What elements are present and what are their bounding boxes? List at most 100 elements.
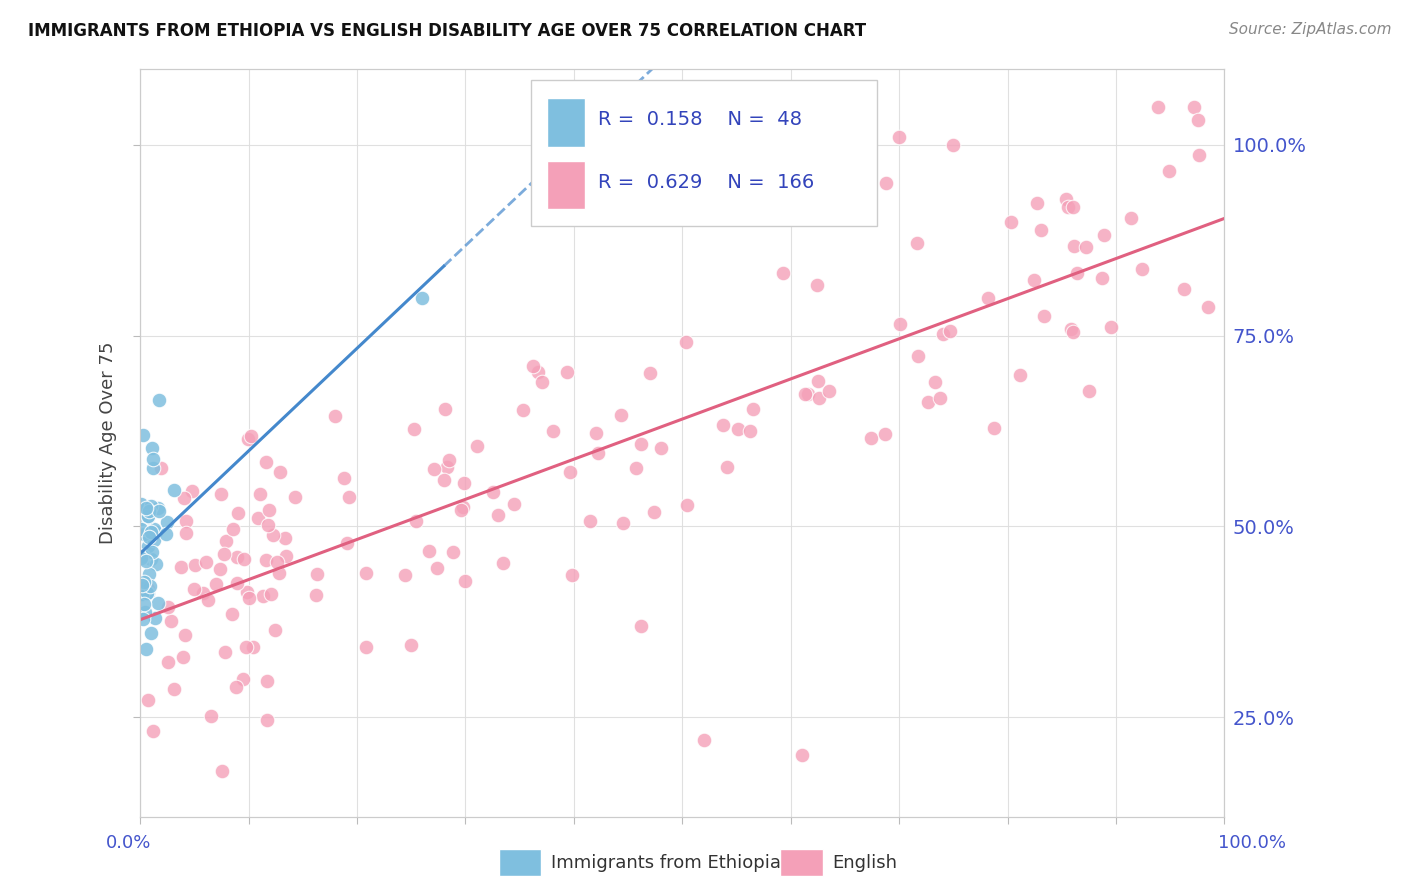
Point xyxy=(433,474,456,488)
Point xyxy=(131,550,153,565)
Point xyxy=(1024,273,1046,287)
Point xyxy=(1066,266,1088,280)
Point xyxy=(422,462,444,476)
Point xyxy=(162,483,184,498)
Point xyxy=(142,451,165,466)
Point xyxy=(173,628,195,642)
Point xyxy=(221,607,243,622)
Point xyxy=(626,461,648,475)
Y-axis label: Disability Age Over 75: Disability Age Over 75 xyxy=(100,342,117,544)
Text: Source: ZipAtlas.com: Source: ZipAtlas.com xyxy=(1229,22,1392,37)
Point xyxy=(214,547,236,561)
Point xyxy=(136,693,159,707)
Point xyxy=(146,596,169,610)
Point xyxy=(541,424,564,438)
Point xyxy=(411,291,433,305)
Point xyxy=(145,524,167,539)
Point xyxy=(143,533,166,548)
Point xyxy=(676,499,699,513)
Point xyxy=(145,557,167,571)
Point xyxy=(276,549,298,564)
Text: 0.0%: 0.0% xyxy=(105,834,150,852)
Point xyxy=(200,708,222,723)
Point xyxy=(558,465,581,479)
Point xyxy=(155,527,177,541)
Point xyxy=(131,581,153,595)
Point xyxy=(134,575,156,590)
Point xyxy=(451,500,474,514)
Point xyxy=(131,549,153,564)
Text: IMMIGRANTS FROM ETHIOPIA VS ENGLISH DISABILITY AGE OVER 75 CORRELATION CHART: IMMIGRANTS FROM ETHIOPIA VS ENGLISH DISA… xyxy=(28,22,866,40)
Point xyxy=(512,402,534,417)
Point xyxy=(211,764,233,778)
Text: R =  0.158    N =  48: R = 0.158 N = 48 xyxy=(598,110,801,128)
Point xyxy=(983,420,1005,434)
Point xyxy=(269,466,291,480)
Point xyxy=(150,461,173,475)
Point xyxy=(257,502,280,516)
Point xyxy=(859,431,882,445)
Point xyxy=(643,505,665,519)
Point xyxy=(482,485,505,500)
Point xyxy=(465,439,488,453)
Point xyxy=(170,559,193,574)
Point xyxy=(612,516,634,531)
Point xyxy=(1121,211,1143,225)
Point xyxy=(555,365,578,379)
Point xyxy=(236,432,259,446)
Point xyxy=(236,585,259,599)
Point xyxy=(875,176,897,190)
FancyBboxPatch shape xyxy=(547,98,585,147)
Point xyxy=(131,612,153,626)
Point xyxy=(790,748,813,763)
Point xyxy=(132,527,155,541)
Point xyxy=(131,497,153,511)
Point xyxy=(1188,148,1211,162)
Point xyxy=(437,452,460,467)
Point xyxy=(650,442,672,456)
FancyBboxPatch shape xyxy=(547,161,585,209)
Point xyxy=(262,528,284,542)
Point xyxy=(131,587,153,601)
Point xyxy=(136,582,159,596)
Point xyxy=(807,374,830,388)
Point xyxy=(246,511,269,525)
Point xyxy=(136,586,159,600)
Point xyxy=(522,359,544,374)
Point xyxy=(741,401,763,416)
Point xyxy=(932,326,955,341)
Point xyxy=(162,681,184,696)
Point xyxy=(1033,309,1056,323)
Point xyxy=(454,574,477,588)
Point xyxy=(138,530,160,544)
Point xyxy=(808,391,831,405)
Point xyxy=(402,422,425,436)
Point xyxy=(332,471,354,485)
Point xyxy=(305,588,328,602)
Point xyxy=(160,614,183,628)
Point xyxy=(257,517,280,532)
Point xyxy=(148,392,170,407)
Point xyxy=(693,733,716,747)
Point xyxy=(181,483,204,498)
Point xyxy=(135,554,157,568)
Point xyxy=(1187,113,1209,128)
Point xyxy=(675,334,697,349)
Point xyxy=(284,491,307,505)
Point xyxy=(1173,281,1195,295)
Point xyxy=(1074,240,1097,254)
Point xyxy=(716,459,738,474)
Point xyxy=(450,503,472,517)
Point xyxy=(354,640,377,654)
Point xyxy=(917,395,939,409)
Point xyxy=(1157,164,1180,178)
Point xyxy=(138,567,160,582)
Point xyxy=(266,555,288,569)
Point xyxy=(1099,320,1122,334)
Point xyxy=(136,510,159,524)
Point xyxy=(135,586,157,600)
Point xyxy=(173,491,195,505)
Text: Immigrants from Ethiopia: Immigrants from Ethiopia xyxy=(551,854,782,871)
Point xyxy=(939,324,962,338)
Point xyxy=(134,597,156,611)
